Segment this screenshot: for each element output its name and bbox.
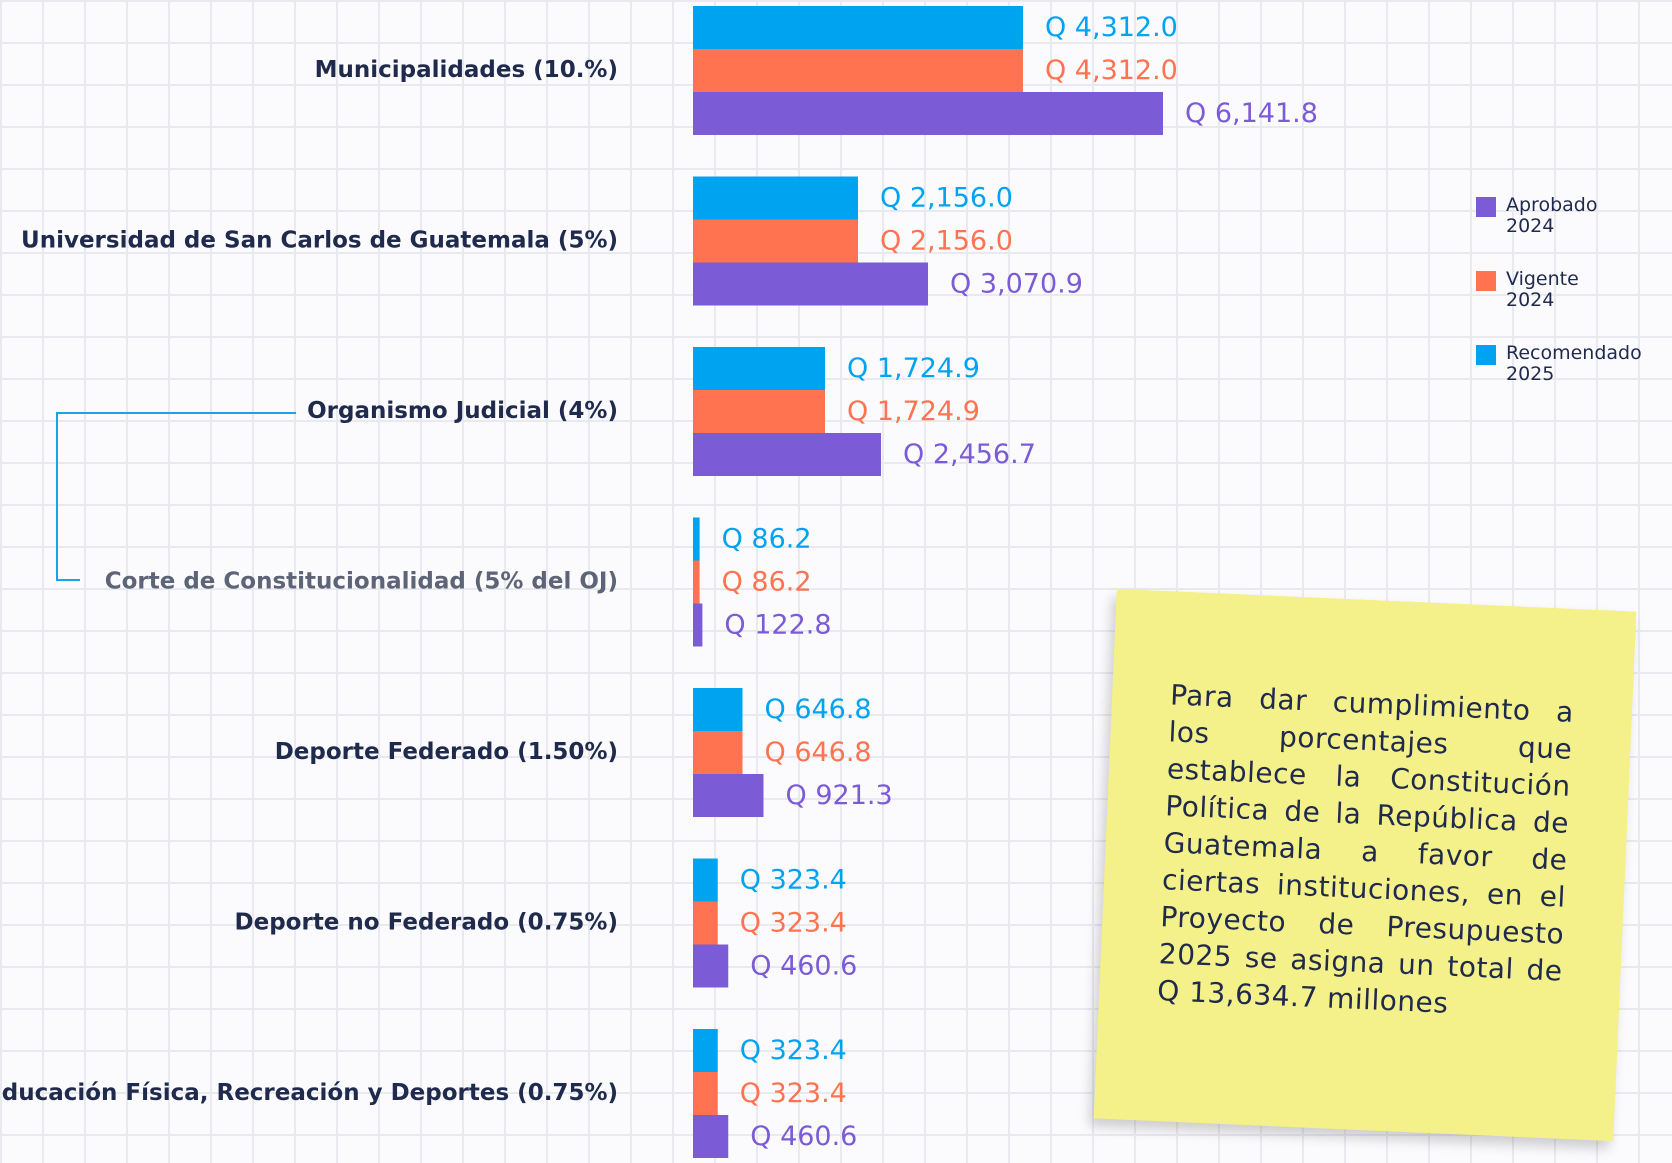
value-label: Q 4,312.0 <box>1045 12 1178 43</box>
category-label: Organismo Judicial (4%) <box>307 398 618 424</box>
value-label: Q 1,724.9 <box>847 396 980 427</box>
bar <box>693 347 825 390</box>
value-label: Q 122.8 <box>724 610 831 641</box>
value-label: Q 460.6 <box>750 1121 857 1152</box>
value-label: Q 323.4 <box>740 865 847 896</box>
category-label: Educación Física, Recreación y Deportes … <box>0 1080 618 1106</box>
value-label: Q 3,070.9 <box>950 269 1083 300</box>
bracket <box>56 412 296 581</box>
legend-swatch <box>1476 345 1496 365</box>
category-label: Deporte no Federado (0.75%) <box>235 910 618 936</box>
legend-item: Vigente 2024 <box>1476 269 1656 311</box>
legend-item: Recomendado 2025 <box>1476 343 1656 385</box>
value-label: Q 86.2 <box>722 524 812 555</box>
bar <box>693 731 743 774</box>
bar <box>693 688 743 731</box>
sticky-note: Para dar cumplimiento a los porcentajes … <box>1093 588 1637 1142</box>
bar <box>693 390 825 433</box>
value-label: Q 86.2 <box>722 567 812 598</box>
bar <box>693 176 858 220</box>
bar <box>693 433 881 476</box>
value-label: Q 323.4 <box>740 1035 847 1066</box>
bar <box>693 1072 718 1115</box>
legend-swatch <box>1476 197 1496 217</box>
category-label: Deporte Federado (1.50%) <box>275 739 618 765</box>
category-label: Municipalidades (10.%) <box>315 57 618 83</box>
value-label: Q 4,312.0 <box>1045 55 1178 86</box>
value-label: Q 646.8 <box>764 737 871 768</box>
legend-label: Recomendado 2025 <box>1506 342 1642 385</box>
bar <box>693 6 1023 49</box>
bar <box>693 858 718 902</box>
bar <box>693 774 764 817</box>
category-label: Corte de Constitucionalidad (5% del OJ) <box>105 569 618 595</box>
bar <box>693 1029 718 1072</box>
value-label: Q 2,156.0 <box>880 226 1013 257</box>
value-label: Q 921.3 <box>786 780 893 811</box>
bar <box>693 219 858 263</box>
bar <box>693 603 703 647</box>
value-label: Q 323.4 <box>740 1078 847 1109</box>
legend-label: Aprobado 2024 <box>1506 194 1598 237</box>
bar <box>693 944 729 988</box>
bar <box>693 92 1163 135</box>
category-label: Universidad de San Carlos de Guatemala (… <box>21 228 618 254</box>
bar <box>693 560 700 604</box>
legend-item: Aprobado 2024 <box>1476 195 1656 237</box>
bar <box>693 517 700 561</box>
value-label: Q 460.6 <box>750 951 857 982</box>
bar <box>693 1115 729 1158</box>
value-label: Q 2,456.7 <box>903 439 1036 470</box>
value-label: Q 2,156.0 <box>880 183 1013 214</box>
bar <box>693 901 718 945</box>
legend-label: Vigente 2024 <box>1506 268 1579 311</box>
value-label: Q 1,724.9 <box>847 353 980 384</box>
bar <box>693 262 928 306</box>
value-label: Q 646.8 <box>764 694 871 725</box>
value-label: Q 323.4 <box>740 908 847 939</box>
value-label: Q 6,141.8 <box>1185 98 1318 129</box>
legend-swatch <box>1476 271 1496 291</box>
bar <box>693 49 1023 92</box>
annotation: Para dar cumplimiento a los porcentajes … <box>1156 678 1575 1020</box>
